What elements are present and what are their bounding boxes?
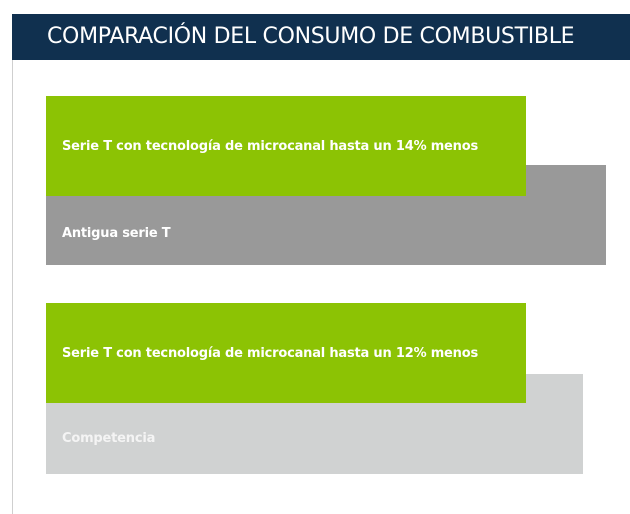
highlight-bar: Serie T con tecnología de microcanal has…	[46, 96, 526, 196]
highlight-bar: Serie T con tecnología de microcanal has…	[46, 303, 526, 403]
panel	[12, 14, 630, 514]
header-title: COMPARACIÓN DEL CONSUMO DE COMBUSTIBLE	[12, 14, 630, 60]
